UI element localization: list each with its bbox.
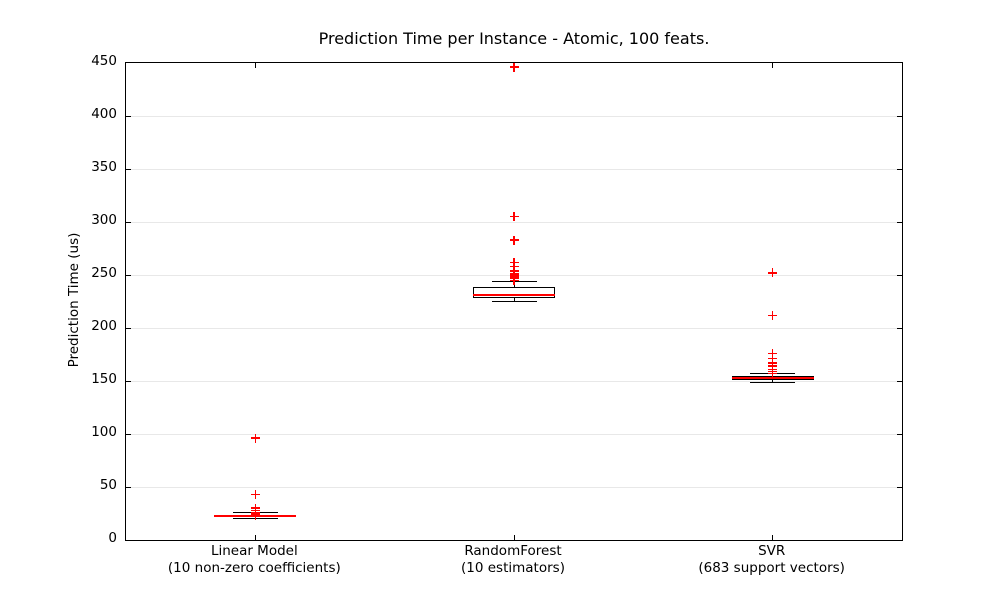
category-detail: (683 support vectors)	[698, 560, 845, 576]
y-tick-right	[897, 115, 902, 117]
flier-marker	[513, 212, 515, 222]
y-tick-right	[897, 327, 902, 329]
y-tick-left	[126, 327, 131, 329]
y-tick-left	[126, 274, 131, 276]
y-tick-right	[897, 486, 902, 488]
y-grid-line	[126, 486, 902, 488]
y-grid-line	[126, 168, 902, 170]
whisker-cap-lower	[750, 381, 796, 383]
flier-marker	[771, 369, 774, 379]
y-grid-line	[126, 115, 902, 117]
y-tick-left	[126, 380, 131, 382]
box	[473, 286, 555, 299]
y-tick-right	[897, 274, 902, 276]
y-tick-right	[897, 380, 902, 382]
y-tick-left	[126, 115, 131, 117]
y-axis-label: Prediction Time (us)	[66, 232, 82, 368]
y-tick-right	[897, 168, 902, 170]
category-name: RandomForest	[464, 543, 562, 559]
flier-marker	[513, 62, 515, 72]
median-line	[473, 294, 555, 297]
x-tick-bottom	[772, 535, 774, 540]
y-tick-label: 300	[91, 212, 117, 228]
y-tick-right	[897, 221, 902, 223]
category-name: SVR	[758, 543, 786, 559]
y-tick-label: 50	[99, 477, 117, 493]
flier-marker	[513, 275, 515, 285]
y-tick-label: 200	[91, 318, 117, 334]
y-tick-right	[897, 433, 902, 435]
x-category-label: Linear Model (10 non-zero coefficients)	[114, 543, 394, 577]
flier-marker	[254, 511, 257, 521]
x-tick-top	[772, 63, 774, 68]
flier-marker	[771, 268, 774, 278]
x-tick-top	[254, 63, 256, 68]
x-tick-bottom	[513, 535, 515, 540]
category-detail: (10 non-zero coefficients)	[167, 560, 341, 576]
flier-marker	[254, 433, 257, 443]
category-name: Linear Model	[210, 543, 298, 559]
whisker-line-lower	[772, 379, 774, 383]
flier-marker	[771, 310, 774, 320]
y-tick-left	[126, 221, 131, 223]
flier-marker	[771, 348, 774, 358]
y-tick-label: 400	[91, 106, 117, 122]
plot-area	[125, 62, 903, 541]
flier-marker	[254, 489, 257, 499]
x-category-label: RandomForest (10 estimators)	[373, 543, 653, 577]
y-tick-label: 150	[91, 371, 117, 387]
y-grid-line	[126, 327, 902, 329]
y-tick-left	[126, 486, 131, 488]
y-tick-label: 100	[91, 424, 117, 440]
chart-title: Prediction Time per Instance - Atomic, 1…	[318, 29, 710, 48]
x-tick-bottom	[254, 535, 256, 540]
y-grid-line	[126, 221, 902, 223]
flier-marker	[513, 235, 515, 245]
x-category-label: SVR (683 support vectors)	[632, 543, 912, 577]
y-tick-label: 250	[91, 265, 117, 281]
y-tick-label: 450	[91, 53, 117, 69]
y-tick-label: 0	[108, 530, 117, 546]
whisker-line-lower	[513, 298, 515, 302]
y-tick-label: 350	[91, 159, 117, 175]
y-grid-line	[126, 433, 902, 435]
category-detail: (10 estimators)	[461, 560, 565, 576]
whisker-cap-lower	[491, 301, 537, 302]
y-tick-left	[126, 433, 131, 435]
y-tick-left	[126, 168, 131, 170]
y-grid-line	[126, 380, 902, 382]
